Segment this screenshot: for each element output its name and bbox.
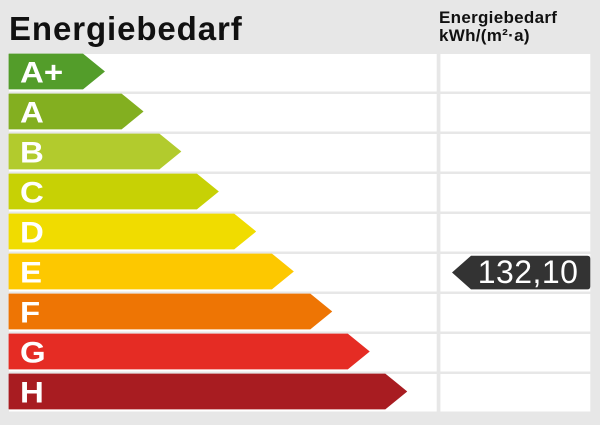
- svg-text:A+: A+: [20, 55, 63, 89]
- svg-text:Energiebedarf: Energiebedarf: [9, 10, 243, 47]
- svg-text:E: E: [20, 255, 42, 289]
- svg-text:132,10: 132,10: [478, 254, 579, 290]
- svg-text:A: A: [20, 95, 44, 129]
- svg-text:D: D: [20, 215, 44, 249]
- svg-text:B: B: [20, 135, 44, 169]
- svg-text:G: G: [20, 335, 46, 369]
- svg-text:C: C: [20, 175, 44, 209]
- svg-text:F: F: [20, 295, 40, 329]
- svg-text:kWh/(m²·a): kWh/(m²·a): [439, 26, 530, 45]
- svg-text:H: H: [20, 375, 44, 409]
- svg-text:Energiebedarf: Energiebedarf: [439, 8, 557, 27]
